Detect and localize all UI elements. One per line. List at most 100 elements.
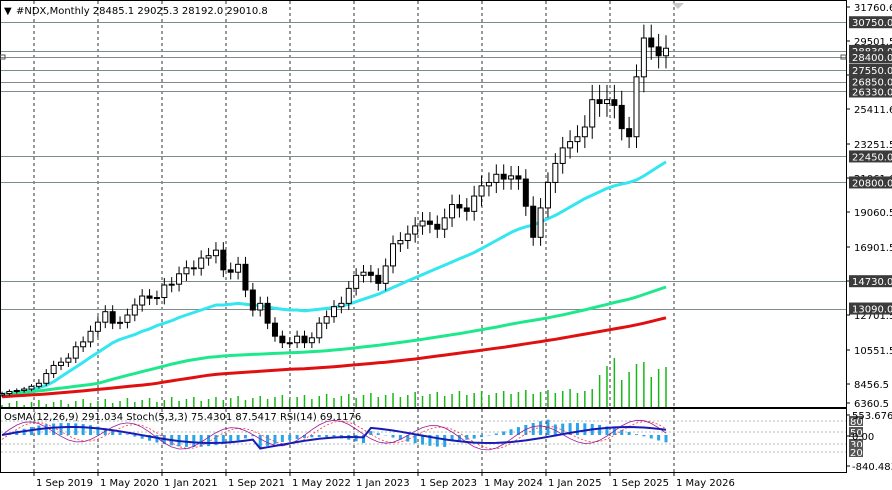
bull-candle — [80, 341, 87, 348]
bull-candle — [153, 297, 160, 300]
bear-candle — [596, 99, 603, 105]
bull-candle — [663, 47, 669, 57]
level-tag — [849, 51, 892, 64]
bull-candle — [382, 265, 389, 284]
x-tick-label: 1 Sep 2021 — [228, 478, 285, 489]
bull-candle — [6, 390, 13, 395]
bull-candle — [117, 321, 124, 324]
bull-candle — [257, 302, 264, 311]
bull-candle — [161, 284, 168, 299]
bear-candle — [463, 207, 470, 212]
x-tick-label: 1 May 2024 — [484, 478, 543, 489]
bull-candle — [0, 393, 5, 396]
level-tag — [849, 63, 892, 76]
bull-candle — [360, 271, 367, 276]
bull-candle — [404, 233, 411, 242]
bull-candle — [235, 263, 242, 273]
stoch-level-label: 50 — [850, 428, 863, 439]
y-tick-label: 19060.5 — [854, 208, 892, 219]
x-tick-label: 1 Jan 2023 — [356, 478, 410, 489]
bear-candle — [146, 295, 153, 299]
bull-candle — [35, 382, 42, 387]
bull-candle — [294, 335, 301, 344]
bear-candle — [515, 175, 522, 180]
x-tick-label: 1 Sep 2025 — [612, 478, 669, 489]
bull-candle — [397, 240, 404, 245]
bear-candle — [190, 267, 197, 270]
level-tag-label: 26850.0 — [852, 78, 892, 89]
bull-candle — [441, 217, 448, 230]
y-tick-label: 16901.5 — [854, 243, 892, 254]
chart-shift-icon[interactable] — [672, 3, 684, 9]
level-handle-icon[interactable] — [840, 54, 847, 60]
x-tick-label: 1 Jan 2021 — [164, 478, 218, 489]
bear-candle — [242, 263, 249, 291]
bear-candle — [426, 220, 433, 225]
ma-line-2 — [1, 285, 667, 397]
bull-candle — [478, 185, 485, 197]
level-tag-label: 20800.0 — [852, 178, 892, 189]
bull-candle — [212, 249, 219, 257]
y-tick-label: 6360.5 — [854, 399, 889, 410]
bull-candle — [139, 295, 146, 306]
bull-candle — [323, 316, 330, 324]
bull-candle — [43, 373, 50, 384]
bull-candle — [316, 322, 323, 339]
bear-candle — [530, 205, 537, 238]
x-tick-label: 1 May 2022 — [292, 478, 351, 489]
main-panel-frame — [0, 0, 847, 408]
stoch-level-tag — [849, 447, 863, 457]
bull-candle — [21, 388, 28, 391]
bull-candle — [94, 321, 101, 332]
stoch-level-label: 80 — [850, 417, 863, 428]
y-tick-label: 31760.6 — [854, 3, 892, 14]
indicator-panel-frame — [0, 408, 847, 473]
dropdown-arrow-icon[interactable]: ▼ — [4, 6, 12, 17]
bull-candle — [331, 306, 337, 318]
level-tag-label: 13090.0 — [852, 305, 892, 316]
bear-candle — [375, 274, 382, 284]
bull-candle — [205, 255, 212, 259]
ind-y-tick-label: 553.676 — [852, 411, 892, 422]
y-tick-label: 25411.6 — [854, 105, 892, 116]
bear-candle — [456, 204, 463, 209]
bear-candle — [301, 335, 308, 344]
level-tag — [849, 275, 892, 288]
y-tick-label: 8456.5 — [854, 380, 889, 391]
bear-candle — [522, 178, 529, 207]
y-tick-label: 23251.5 — [854, 140, 892, 151]
bull-candle — [72, 346, 79, 359]
level-tag — [849, 85, 892, 98]
x-tick-label: 1 Jan 2025 — [548, 478, 602, 489]
bear-candle — [271, 322, 278, 337]
volume-bars — [1, 358, 667, 407]
bull-candle — [633, 76, 640, 138]
level-tag — [849, 75, 892, 88]
bull-candle — [183, 267, 190, 275]
bear-candle — [611, 99, 618, 106]
ind-y-tick-label: -840.483 — [852, 462, 892, 473]
level-tag-label: 30750.0 — [852, 18, 892, 29]
bull-candle — [102, 311, 109, 323]
level-handle-icon[interactable] — [0, 54, 6, 60]
bull-candle — [581, 126, 588, 138]
bull-candle — [353, 274, 360, 289]
bull-candle — [544, 181, 551, 209]
y-tick-label: 29501.5 — [854, 37, 892, 48]
bull-candle — [28, 385, 35, 390]
level-tag — [849, 176, 892, 189]
level-tags: 30750.028830.028400.027550.026850.026330… — [849, 16, 892, 316]
level-tag — [849, 150, 892, 163]
bear-candle — [655, 46, 662, 57]
bear-candle — [434, 223, 441, 230]
stoch-level-tag — [849, 416, 863, 426]
bear-candle — [648, 37, 655, 48]
level-tag — [849, 16, 892, 29]
x-tick-label: 1 May 2026 — [676, 478, 735, 489]
stoch-level-label: 20 — [850, 448, 863, 459]
bull-candle — [87, 330, 94, 343]
stoch-level-tag — [849, 427, 863, 437]
time-axis: 1 Sep 2019 1 May 2020 1 Jan 2021 1 Sep 2021… — [33, 472, 735, 489]
bull-candle — [567, 141, 574, 149]
